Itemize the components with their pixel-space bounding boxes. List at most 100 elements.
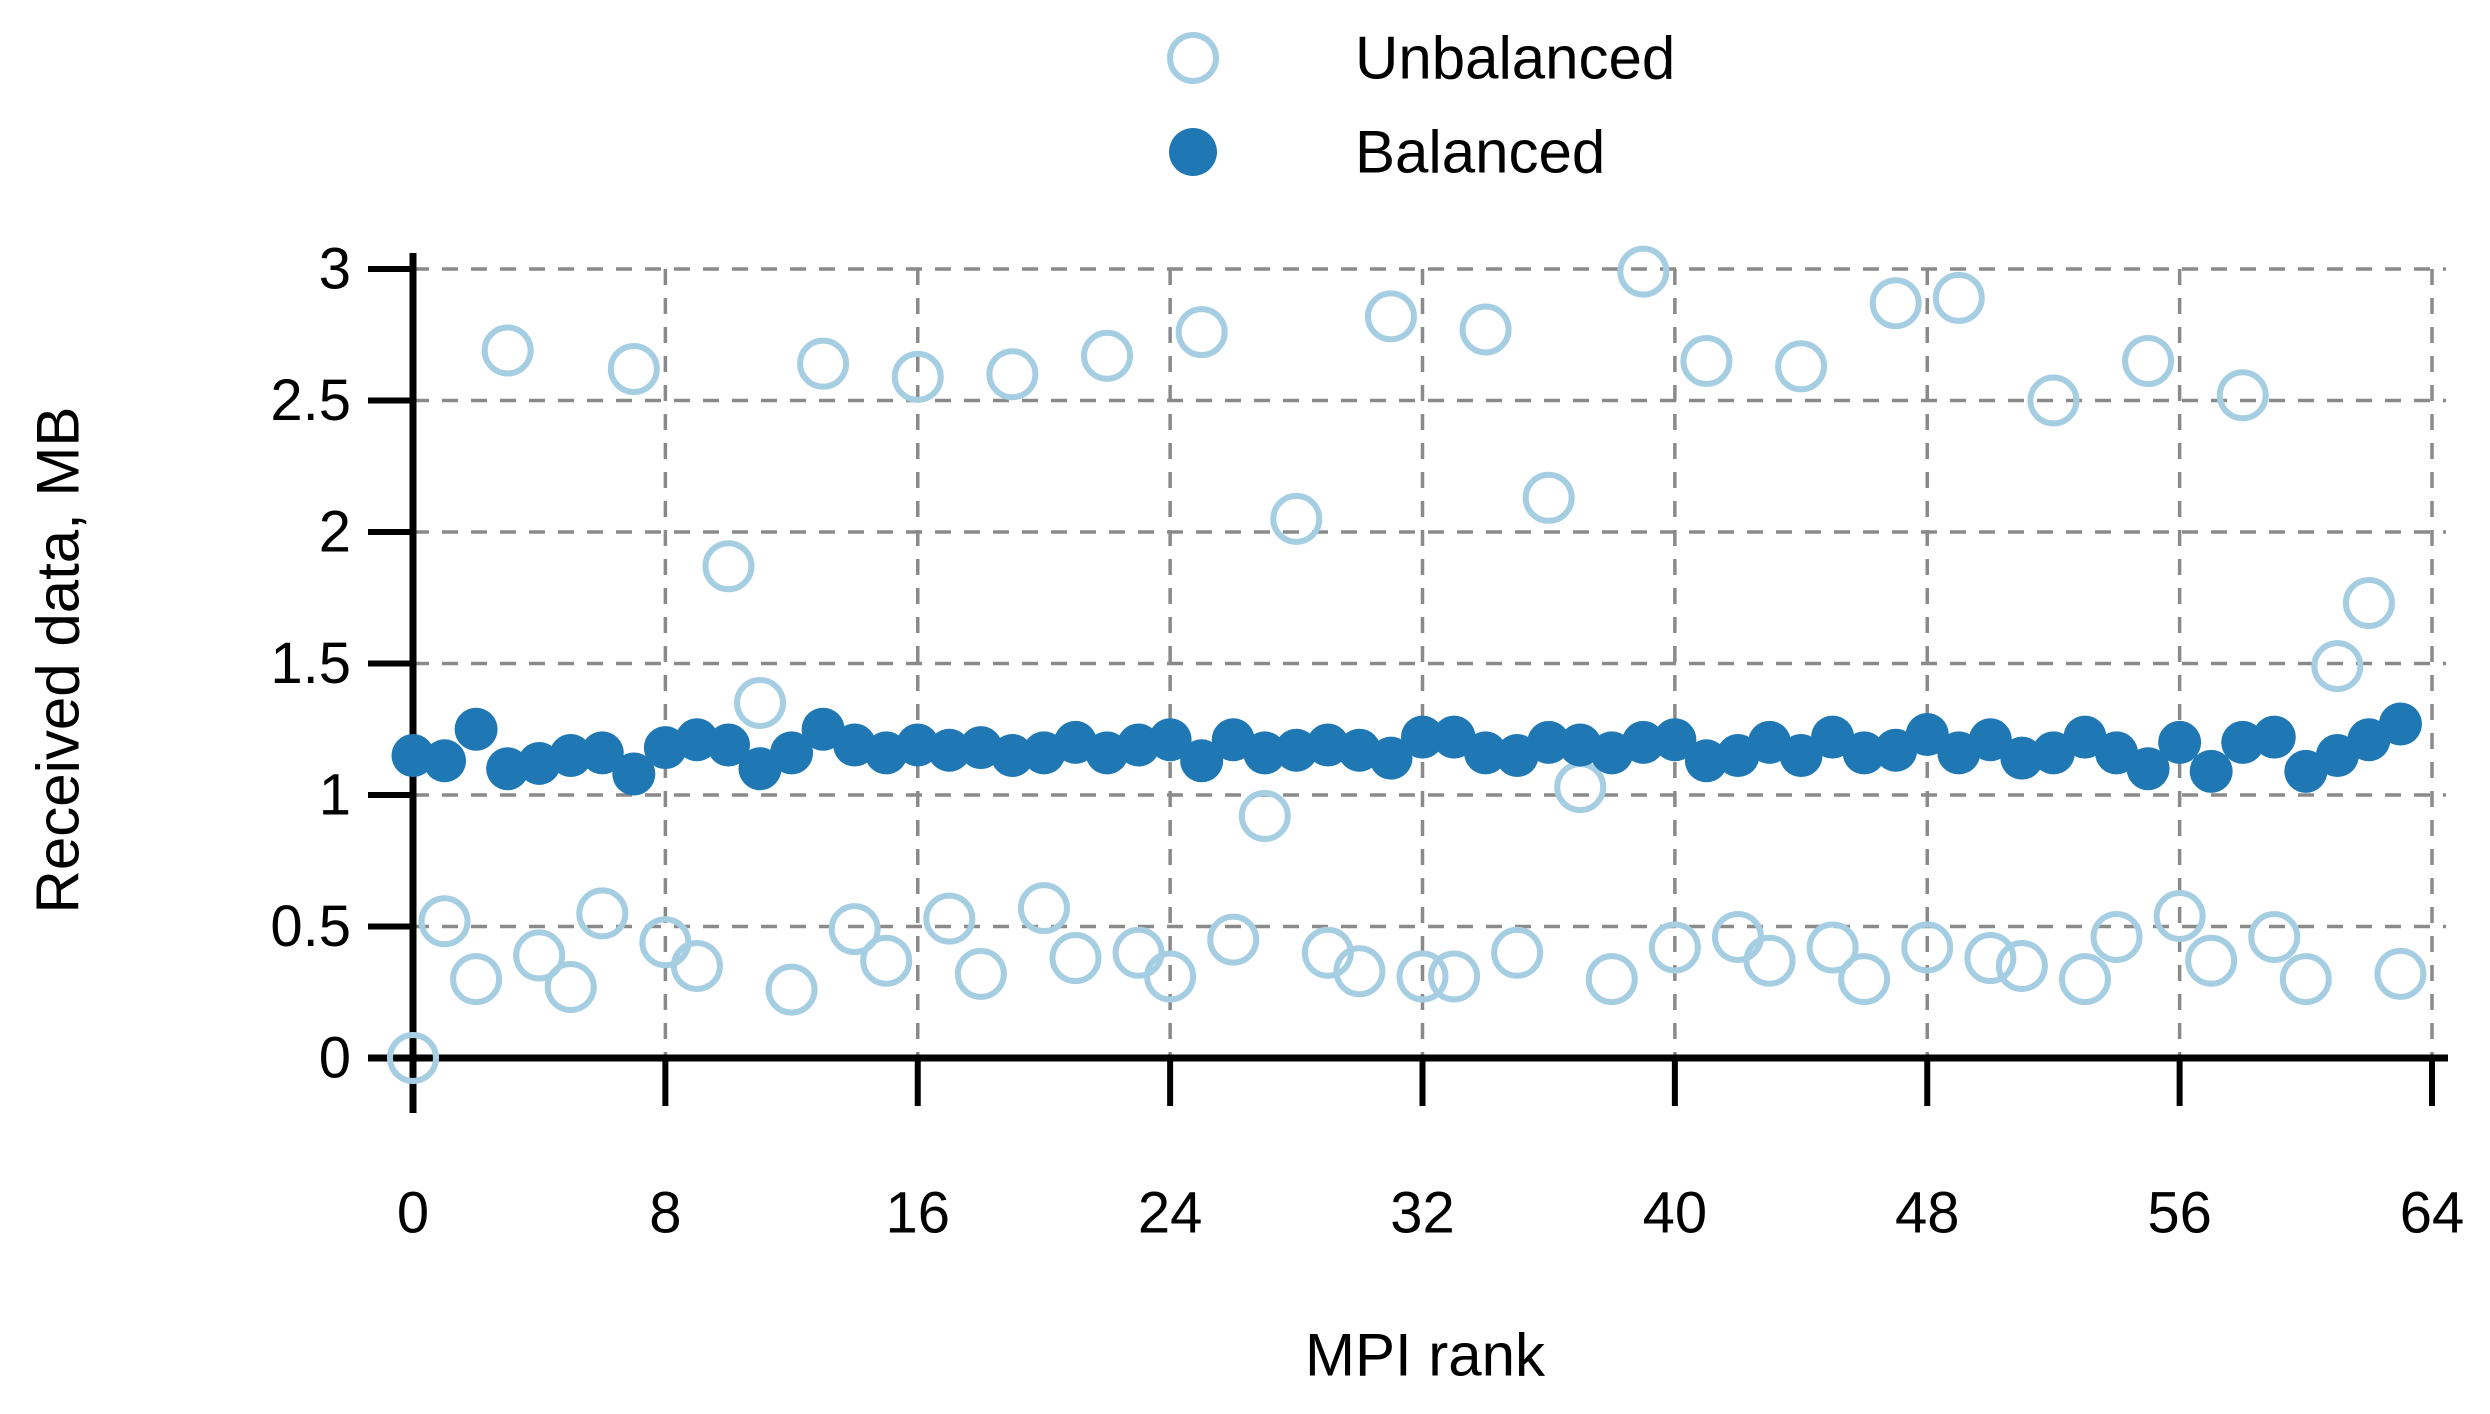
unbalanced-point xyxy=(1964,932,2017,985)
balanced-point xyxy=(454,707,498,751)
unbalanced-point xyxy=(828,903,881,956)
unbalanced-point xyxy=(1396,950,1449,1003)
balanced-point xyxy=(1180,739,1224,783)
unbalanced-point xyxy=(2311,640,2364,693)
x-tick-label: 8 xyxy=(649,1181,681,1246)
legend-marker-unbalanced-icon xyxy=(1167,32,1219,84)
y-axis-title: Received data, MB xyxy=(25,407,92,914)
balanced-point xyxy=(1117,723,1161,767)
unbalanced-point xyxy=(387,1032,439,1084)
balanced-point xyxy=(2126,747,2170,791)
balanced-point xyxy=(1401,715,1444,759)
unbalanced-point xyxy=(2342,577,2395,630)
unbalanced-point xyxy=(1049,932,1102,985)
balanced-point xyxy=(1464,731,1508,775)
unbalanced-point xyxy=(923,892,976,945)
x-tick-label: 24 xyxy=(1138,1181,1203,1246)
x-axis-title: MPI rank xyxy=(1305,1322,1546,1389)
balanced-point xyxy=(675,718,719,762)
unbalanced-point xyxy=(797,337,850,390)
unbalanced-point xyxy=(1806,921,1859,974)
unbalanced-point xyxy=(1648,921,1701,974)
x-tick-label: 0 xyxy=(397,1181,429,1246)
unbalanced-point xyxy=(576,887,629,940)
balanced-point xyxy=(1306,723,1350,767)
unbalanced-point xyxy=(1522,471,1575,524)
balanced-point xyxy=(2221,720,2265,764)
balanced-point xyxy=(2378,702,2422,746)
unbalanced-point xyxy=(765,963,818,1016)
balanced-point xyxy=(1243,731,1287,775)
unbalanced-point xyxy=(1144,950,1197,1003)
unbalanced-point xyxy=(544,960,597,1013)
x-tick-label: 64 xyxy=(2400,1181,2465,1246)
y-tick-labels: 0 0.5 1 1.5 2 2.5 3 xyxy=(270,237,351,1091)
unbalanced-point xyxy=(1585,953,1638,1006)
unbalanced-point xyxy=(1680,335,1733,388)
unbalanced-point xyxy=(2248,911,2301,964)
unbalanced-point xyxy=(1175,306,1228,359)
unbalanced-point xyxy=(418,895,471,948)
unbalanced-point xyxy=(1838,953,1891,1006)
unbalanced-point xyxy=(1081,329,1134,382)
unbalanced-point xyxy=(1428,950,1481,1003)
balanced-point xyxy=(1621,720,1665,764)
unbalanced-point xyxy=(1775,340,1828,393)
unbalanced-point xyxy=(2027,374,2080,427)
balanced-point xyxy=(612,752,656,796)
balanced-point xyxy=(927,728,971,772)
y-tick-label: 0 xyxy=(319,1026,351,1091)
unbalanced-point xyxy=(1932,271,1985,324)
balanced-point xyxy=(1684,739,1728,783)
y-tick-label: 2.5 xyxy=(270,368,351,433)
legend: Unbalanced Balanced xyxy=(1167,25,1675,186)
unbalanced-point xyxy=(1869,277,1922,330)
series-balanced xyxy=(391,702,2422,796)
unbalanced-point xyxy=(1207,913,1260,966)
unbalanced-point xyxy=(1270,492,1323,545)
balanced-point xyxy=(896,723,940,767)
unbalanced-point xyxy=(450,953,503,1006)
unbalanced-point xyxy=(1364,290,1417,343)
x-tick-label: 16 xyxy=(885,1181,950,1246)
balanced-point xyxy=(1842,731,1886,775)
balanced-point xyxy=(423,739,467,783)
unbalanced-point xyxy=(1995,939,2048,992)
unbalanced-point xyxy=(2090,911,2143,964)
balanced-point xyxy=(1653,718,1697,762)
unbalanced-point xyxy=(481,324,534,377)
unbalanced-point xyxy=(2122,335,2175,388)
y-tick-label: 2 xyxy=(319,500,351,565)
unbalanced-point xyxy=(702,540,755,593)
unbalanced-point xyxy=(2279,953,2332,1006)
unbalanced-point xyxy=(734,676,787,729)
unbalanced-point xyxy=(986,348,1039,401)
balanced-point xyxy=(1968,718,2012,762)
balanced-point xyxy=(486,747,530,791)
balanced-point xyxy=(549,734,593,778)
x-tick-label: 48 xyxy=(1895,1181,1960,1246)
unbalanced-point xyxy=(954,947,1007,1000)
legend-label-unbalanced: Unbalanced xyxy=(1355,25,1675,92)
unbalanced-point xyxy=(1491,926,1544,979)
y-tick-label: 3 xyxy=(319,237,351,302)
y-tick-label: 0.5 xyxy=(270,894,351,959)
balanced-point xyxy=(2000,736,2044,780)
unbalanced-point xyxy=(1333,945,1386,998)
unbalanced-point xyxy=(1617,245,1670,298)
balanced-point xyxy=(1527,720,1571,764)
axes xyxy=(368,253,2448,1113)
unbalanced-point xyxy=(2185,934,2238,987)
balanced-point xyxy=(391,734,435,778)
unbalanced-point xyxy=(670,939,723,992)
unbalanced-point xyxy=(860,934,913,987)
balanced-point xyxy=(2252,715,2296,759)
unbalanced-point xyxy=(891,350,944,403)
balanced-point xyxy=(706,723,750,767)
unbalanced-point xyxy=(2216,369,2269,422)
balanced-point xyxy=(1779,734,1823,778)
balanced-point xyxy=(1369,736,1413,780)
unbalanced-point xyxy=(2153,889,2206,942)
